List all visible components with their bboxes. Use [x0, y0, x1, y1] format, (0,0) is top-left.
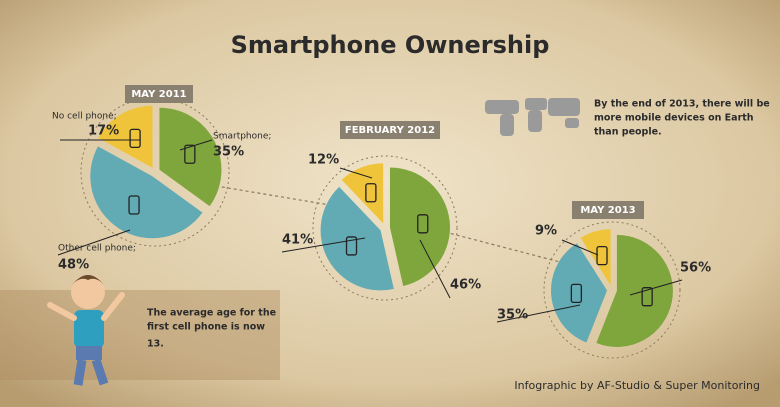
phone-icon — [128, 195, 140, 215]
pie-outline — [543, 221, 681, 359]
phone-icon — [365, 183, 377, 203]
note-line: more mobile devices on Earth — [594, 113, 754, 124]
pie-outline — [80, 97, 230, 247]
value-label: 48% — [58, 258, 89, 273]
leader-line — [629, 279, 683, 296]
phone-icon — [570, 283, 583, 304]
pie-title: FEBRUARY 2012 — [345, 125, 435, 136]
page-title: Smartphone Ownership — [231, 31, 550, 59]
credit: Infographic by AF-Studio & Super Monitor… — [514, 379, 760, 392]
phone-icon — [641, 287, 653, 307]
value-label: 12% — [308, 153, 339, 168]
pie-slice — [596, 234, 673, 347]
age-note: The average age for the — [147, 308, 276, 319]
age-note: first cell phone is now — [147, 322, 265, 333]
phone-icon — [417, 214, 429, 234]
value-label: 56% — [680, 261, 711, 276]
value-label: 9% — [535, 224, 557, 239]
age-note: 13. — [147, 339, 164, 350]
pie-slice — [159, 107, 222, 207]
pie-slice — [90, 146, 203, 239]
pie-title: MAY 2011 — [131, 89, 186, 100]
pie-slice — [580, 229, 611, 286]
leader-line — [419, 239, 451, 299]
value-label: 41% — [282, 233, 313, 248]
phone-icon — [596, 245, 608, 266]
value-label: 35% — [497, 308, 528, 323]
pie-slice — [389, 167, 450, 286]
leader-line — [496, 304, 581, 323]
pie-title-box — [572, 201, 644, 219]
pie-title: MAY 2013 — [580, 205, 635, 216]
leader-line — [339, 167, 373, 179]
value-label: 46% — [450, 278, 481, 293]
category-label: Smartphone; — [213, 132, 271, 142]
world-map — [485, 98, 580, 136]
leader-line — [561, 239, 599, 256]
pie-outline — [312, 155, 458, 301]
connector — [209, 184, 561, 263]
pie-slice — [341, 163, 384, 224]
note-line: By the end of 2013, there will be — [594, 99, 770, 110]
leader-line — [179, 139, 213, 151]
note-line: than people. — [594, 127, 662, 138]
phone-icon — [129, 128, 141, 148]
pie-slice — [551, 243, 608, 343]
phone-icon — [184, 144, 196, 164]
pie-title-box — [125, 85, 193, 103]
pie-slice — [320, 186, 394, 291]
value-label: 17% — [88, 124, 119, 139]
category-label: Other cell phone; — [58, 244, 136, 254]
phone-icon — [345, 236, 358, 256]
leader-line — [281, 237, 366, 253]
value-label: 35% — [213, 145, 244, 160]
category-label: No cell phone; — [52, 112, 117, 122]
pie-slice — [98, 105, 153, 168]
boy-illustration — [47, 275, 125, 386]
age-panel — [0, 290, 280, 380]
pie-title-box — [340, 121, 440, 139]
leader-line — [57, 229, 131, 256]
